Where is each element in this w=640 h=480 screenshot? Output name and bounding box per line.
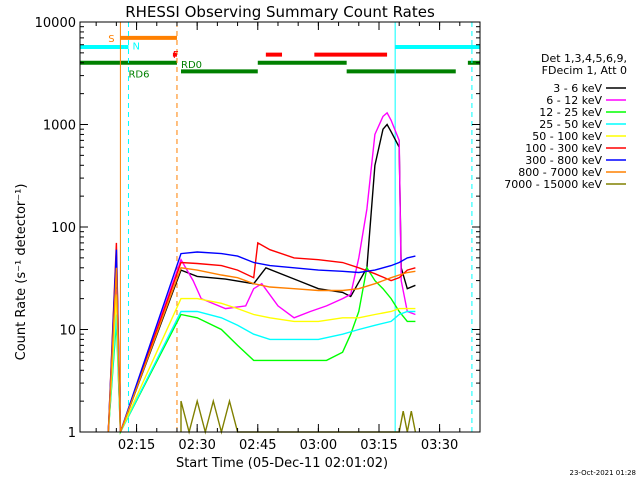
series-line-8	[180, 398, 417, 435]
annotation-flare: F	[173, 50, 179, 61]
legend-label-3: 25 - 50 keV	[539, 118, 602, 131]
x-axis-label: Start Time (05-Dec-11 02:01:02)	[176, 456, 388, 471]
series-line-3	[107, 310, 416, 433]
legend-label-4: 50 - 100 keV	[532, 130, 602, 143]
series-line-6	[107, 249, 416, 433]
footer-date: 23-Oct-2021 01:28	[570, 469, 636, 477]
series-line-5	[107, 241, 416, 433]
x-tick-label-3: 03:00	[300, 438, 337, 453]
legend-label-5: 100 - 300 keV	[525, 142, 602, 155]
chart-title: RHESSI Observing Summary Count Rates	[125, 3, 435, 21]
y-tick-label-1: 10	[59, 324, 76, 339]
y-tick-label-2: 100	[51, 221, 76, 236]
legend-header-1: FDecim 1, Att 0	[542, 64, 627, 77]
series-line-1	[107, 111, 416, 433]
legend-label-1: 6 - 12 keV	[546, 94, 602, 107]
x-tick-label-1: 02:30	[178, 438, 215, 453]
plot-frame	[79, 21, 481, 433]
x-tick-label-4: 03:15	[360, 438, 397, 453]
legend-header-0: Det 1,3,4,5,6,9,	[541, 52, 627, 65]
x-tick-label-5: 03:30	[421, 438, 458, 453]
annotation-rd0: RD0	[181, 60, 202, 71]
x-tick-label-2: 02:45	[239, 438, 276, 453]
x-tick-label-0: 02:15	[118, 438, 155, 453]
series-line-2	[107, 265, 416, 435]
legend-label-2: 12 - 25 keV	[539, 106, 602, 119]
plot-area: 1 10 100 1000 10000 02:15 02:30 02:45 03:00 03:15…	[35, 16, 481, 453]
legend-label-7: 800 - 7000 keV	[518, 166, 602, 179]
y-tick-label-0: 1	[68, 426, 76, 441]
series-line-7	[107, 267, 416, 433]
series-line-4	[107, 294, 416, 433]
y-axis-label: Count Rate (s⁻¹ detector⁻¹)	[14, 184, 29, 361]
legend-label-8: 7000 - 15000 keV	[504, 178, 602, 191]
series-line-0	[107, 123, 416, 433]
annotation-saa: S	[108, 34, 114, 45]
y-tick-label-3: 1000	[43, 119, 76, 134]
legend-label-6: 300 - 800 keV	[525, 154, 602, 167]
legend: Det 1,3,4,5,6,9,FDecim 1, Att 0 3 - 6 keV…	[504, 52, 627, 191]
annotation-rd6: RD6	[128, 69, 149, 80]
legend-label-0: 3 - 6 keV	[553, 82, 602, 95]
annotation-night: N	[133, 41, 140, 52]
y-tick-label-4: 10000	[35, 16, 76, 31]
